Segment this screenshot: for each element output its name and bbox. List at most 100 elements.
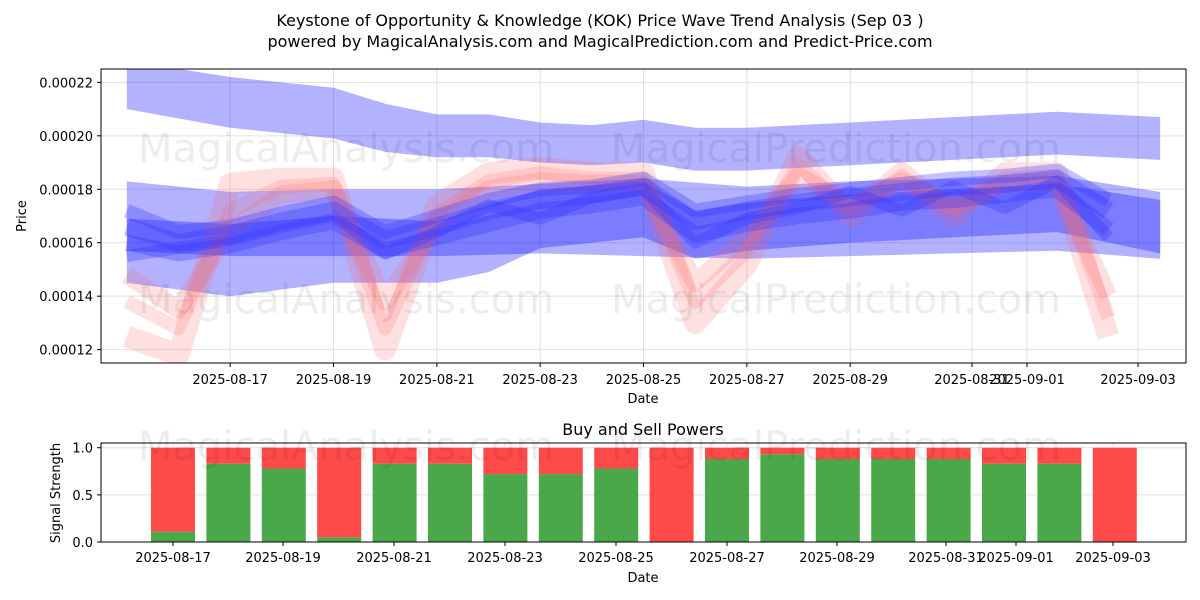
blue-wave-line (124, 163, 1112, 239)
blue-waves (124, 163, 1114, 263)
buy-bar (926, 459, 971, 542)
price-y-tick-label: 0.00016 (39, 237, 93, 252)
signal-y-tick-label: 0.0 (72, 536, 93, 551)
price-x-tick-label: 2025-08-27 (709, 373, 785, 388)
blue-wave-line (125, 175, 1113, 263)
buy-bar (372, 463, 417, 542)
red-wave-line (121, 166, 1117, 319)
red-waves (121, 146, 1119, 363)
buy-bar (1037, 463, 1082, 542)
price-grid (101, 69, 1186, 363)
price-x-tick-label: 2025-08-23 (502, 373, 578, 388)
signal-y-ticks: 0.0 0.5 1.0 (72, 442, 101, 551)
chart-title-line1: Keystone of Opportunity & Knowledge (KOK… (276, 11, 923, 30)
sell-bar (151, 447, 195, 532)
price-y-tick-label: 0.00014 (39, 290, 93, 305)
red-wave-line (123, 146, 1119, 363)
signal-y-axis-label: Signal Strength (49, 443, 64, 543)
signal-x-tick-label: 2025-08-17 (135, 551, 211, 566)
watermark-prediction: MagicalPrediction.com (611, 424, 1061, 470)
price-watermarks: MagicalAnalysis.com MagicalPrediction.co… (138, 126, 1061, 323)
watermark-prediction: MagicalPrediction.com (611, 126, 1061, 172)
buy-bar (317, 537, 362, 542)
buy-bar (705, 459, 749, 542)
sell-bar (815, 447, 860, 460)
sell-bar (871, 447, 916, 460)
buy-bar (206, 463, 251, 542)
sell-bar (982, 447, 1026, 464)
price-y-axis-label: Price (15, 200, 30, 232)
buy-bar (261, 468, 306, 542)
signal-x-tick-label: 2025-09-01 (978, 551, 1054, 566)
chart-title-line2: powered by MagicalAnalysis.com and Magic… (267, 32, 932, 51)
signal-y-tick-label: 0.5 (72, 489, 93, 504)
sell-bar (261, 447, 306, 469)
buy-bar (151, 531, 195, 542)
signal-x-axis-label: Date (627, 571, 658, 586)
price-x-tick-label: 2025-09-03 (1100, 373, 1176, 388)
sell-bar (372, 447, 417, 464)
signal-watermarks: MagicalAnalysis.com MagicalPrediction.co… (138, 424, 1061, 470)
price-x-ticks: 2025-08-17 2025-08-19 2025-08-21 2025-08-23… (192, 363, 1176, 388)
buy-bar (815, 459, 860, 542)
price-x-tick-label: 2025-09-01 (989, 373, 1065, 388)
mid-band (126, 175, 1161, 259)
signal-x-ticks: 2025-08-17 2025-08-19 2025-08-21 2025-08-23… (135, 542, 1151, 566)
price-x-tick-label: 2025-08-21 (399, 373, 475, 388)
sell-bar (649, 447, 694, 542)
signal-y-tick-label: 1.0 (72, 442, 93, 457)
sell-bar (428, 447, 472, 464)
price-x-axis-label: Date (627, 392, 658, 407)
watermark-analysis: MagicalAnalysis.com (138, 126, 554, 172)
signal-x-tick-label: 2025-08-21 (356, 551, 432, 566)
signal-plot-frame (100, 442, 1187, 543)
sell-bar (594, 447, 639, 469)
price-chart-panel: MagicalAnalysis.com MagicalPrediction.co… (15, 68, 1187, 407)
sell-bar (760, 447, 805, 455)
signal-chart-panel: Buy and Sell Powers MagicalAnalysis.com … (49, 420, 1187, 586)
signal-x-tick-label: 2025-08-25 (578, 551, 654, 566)
signal-x-tick-label: 2025-08-27 (689, 551, 765, 566)
signal-x-tick-label: 2025-08-19 (245, 551, 321, 566)
buy-bar (428, 463, 472, 542)
lower-band (126, 181, 1161, 297)
buy-bar (483, 474, 528, 542)
upper-band (126, 69, 1161, 171)
sell-bar (538, 447, 583, 475)
sell-bar (1092, 447, 1137, 542)
price-x-tick-label: 2025-08-29 (812, 373, 888, 388)
price-y-tick-label: 0.00018 (39, 183, 93, 198)
sell-bar (926, 447, 971, 460)
signal-x-tick-label: 2025-08-29 (799, 551, 875, 566)
signal-bars (151, 447, 1137, 542)
price-x-tick-label: 2025-08-31 (934, 373, 1010, 388)
price-x-tick-label: 2025-08-25 (606, 373, 682, 388)
price-y-tick-label: 0.00012 (39, 344, 93, 359)
watermark-analysis: MagicalAnalysis.com (138, 424, 554, 470)
sell-bar (705, 447, 749, 460)
sell-bar (317, 447, 362, 538)
sell-bar (483, 447, 528, 475)
buy-bar (982, 463, 1026, 542)
watermark-analysis: MagicalAnalysis.com (138, 277, 554, 323)
price-x-tick-label: 2025-08-19 (296, 373, 372, 388)
red-wave-line (123, 158, 1116, 336)
buy-bar (760, 454, 805, 542)
signal-chart-title: Buy and Sell Powers (562, 420, 724, 439)
price-bands (126, 69, 1161, 297)
buy-bar (871, 459, 916, 542)
price-x-tick-label: 2025-08-17 (192, 373, 268, 388)
blue-wave-line (125, 181, 1114, 262)
signal-x-tick-label: 2025-09-03 (1075, 551, 1151, 566)
sell-bar (206, 447, 251, 464)
signal-x-tick-label: 2025-08-31 (908, 551, 984, 566)
watermark-prediction: MagicalPrediction.com (611, 277, 1061, 323)
price-y-tick-label: 0.00022 (39, 76, 93, 91)
price-y-tick-label: 0.00020 (39, 130, 93, 145)
blue-wave-line (124, 169, 1114, 252)
price-y-ticks: 0.00012 0.00014 0.00016 0.00018 0.00020 0.000… (39, 76, 101, 359)
signal-x-tick-label: 2025-08-23 (467, 551, 543, 566)
buy-bar (538, 474, 583, 542)
buy-bar (594, 468, 639, 542)
